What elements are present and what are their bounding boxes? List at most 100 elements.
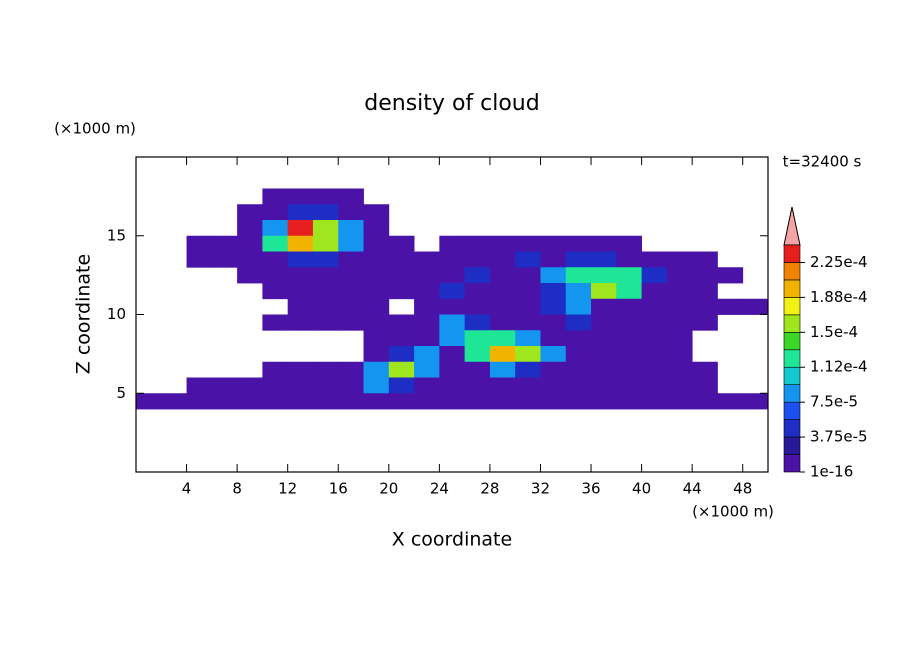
colorbar-tick-label: 1.12e-4 — [810, 358, 868, 376]
contour-cell — [464, 393, 491, 410]
contour-cell — [465, 204, 491, 220]
contour-cell — [616, 204, 642, 220]
colorbar-segment — [783, 366, 801, 385]
contour-cell — [211, 235, 238, 252]
contour-cell — [389, 299, 415, 315]
contour-cell — [161, 220, 187, 236]
colorbar-tick-label: 1e-16 — [810, 463, 853, 481]
contour-cell — [565, 235, 592, 252]
contour-cell — [187, 220, 213, 236]
contour-cell — [565, 361, 592, 378]
contour-cell — [642, 236, 668, 252]
contour-cell — [566, 189, 592, 205]
contour-cell — [641, 267, 668, 284]
contour-cell — [312, 251, 339, 268]
colorbar-segment — [783, 262, 801, 281]
colorbar-segment — [783, 384, 801, 403]
contour-cell — [414, 298, 440, 315]
contour-cell — [565, 377, 592, 394]
contour-cell — [287, 220, 314, 237]
contour-cell — [237, 204, 263, 221]
contour-cell — [161, 362, 187, 378]
contour-cell — [312, 220, 339, 237]
contour-cell — [414, 220, 440, 236]
contour-cell — [186, 251, 213, 268]
contour-cell — [489, 377, 516, 394]
contour-cell — [212, 267, 238, 283]
contour-cell — [312, 361, 339, 378]
contour-cell — [540, 361, 567, 378]
contour-cell — [161, 189, 187, 205]
contour-cell — [338, 267, 364, 284]
contour-cell — [388, 251, 415, 268]
contour-cell — [439, 189, 465, 205]
contour-cell — [666, 283, 693, 300]
contour-cell — [414, 283, 440, 300]
contour-cell — [237, 283, 263, 299]
contour-cell — [515, 393, 541, 410]
contour-cell — [161, 330, 187, 346]
contour-cell — [439, 283, 466, 300]
colorbar-tick-label: 3.75e-5 — [810, 428, 868, 446]
contour-cell — [237, 235, 263, 252]
contour-cell — [464, 314, 491, 331]
contour-cell — [161, 346, 187, 362]
contour-cell — [464, 377, 491, 394]
contour-cell — [666, 314, 693, 331]
contour-cell — [363, 235, 390, 252]
contour-cell — [161, 393, 187, 410]
contour-cell — [161, 299, 187, 315]
x-tick-label: 4 — [182, 480, 192, 498]
contour-cell — [363, 361, 390, 378]
contour-cell — [439, 361, 466, 378]
contour-cell — [136, 393, 162, 410]
contour-cell — [161, 204, 187, 220]
contour-cell — [288, 346, 314, 362]
contour-cell — [237, 362, 263, 378]
contour-cell — [287, 251, 314, 268]
contour-cell — [363, 251, 390, 268]
contour-cell — [616, 189, 642, 205]
contour-cell — [540, 251, 567, 268]
contour-cell — [641, 298, 668, 315]
y-tick-label: 5 — [116, 384, 126, 402]
contour-cell — [186, 377, 213, 394]
y-axis-title: Z coordinate — [73, 254, 95, 374]
contour-cell — [515, 235, 541, 252]
contour-cell — [641, 361, 668, 378]
contour-cell — [363, 314, 390, 331]
contour-cell — [743, 346, 769, 362]
contour-cell — [388, 314, 415, 331]
contour-cell — [642, 204, 668, 220]
contour-cell — [616, 314, 642, 331]
colorbar-segment — [783, 401, 801, 420]
contour-cell — [666, 298, 693, 315]
contour-cell — [363, 393, 390, 410]
x-tick-label: 12 — [278, 480, 297, 498]
contour-cell — [692, 220, 718, 236]
contour-cell — [262, 204, 289, 221]
contour-cell — [490, 204, 516, 220]
contour-cell — [616, 298, 642, 315]
contour-cell — [439, 204, 465, 220]
contour-cell — [464, 330, 491, 347]
colorbar-extension — [783, 206, 801, 246]
contour-cell — [338, 283, 364, 300]
x-tick-label: 20 — [379, 480, 398, 498]
contour-cell — [439, 346, 466, 363]
contour-cell — [565, 251, 592, 268]
contour-cell — [338, 346, 364, 362]
contour-cell — [515, 346, 541, 363]
contour-cell — [187, 204, 213, 220]
colorbar-segment — [783, 244, 801, 263]
contour-cell — [717, 220, 743, 236]
contour-cell — [692, 283, 718, 300]
x-tick-label: 40 — [632, 480, 651, 498]
contour-cell — [591, 204, 617, 220]
colorbar-segment — [783, 454, 801, 473]
contour-cell — [616, 330, 642, 347]
contour-cell — [489, 346, 516, 363]
contour-cell — [414, 393, 440, 410]
contour-cell — [591, 330, 617, 347]
colorbar-segment — [783, 436, 801, 455]
